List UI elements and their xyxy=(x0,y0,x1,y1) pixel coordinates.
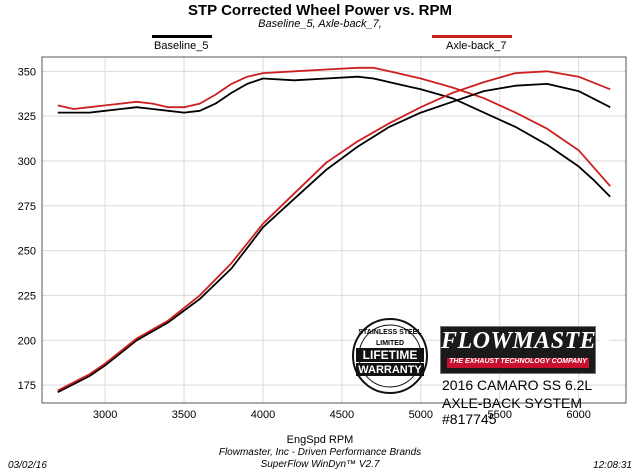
y-tick-label: 325 xyxy=(18,111,36,123)
flowmaster-tagline: THE EXHAUST TECHNOLOGY COMPANY xyxy=(449,358,587,365)
model-line-1: 2016 CAMARO SS 6.2L xyxy=(442,377,593,393)
seal-line1: LIMITED xyxy=(376,340,404,347)
y-tick-label: 200 xyxy=(18,335,36,347)
y-tick-label: 350 xyxy=(18,66,36,78)
series-line-axle-back-7-lower xyxy=(57,70,611,392)
y-tick-label: 225 xyxy=(18,290,36,302)
x-tick-label: 5500 xyxy=(487,409,511,421)
footer-time: 12:08:31 xyxy=(593,460,632,471)
x-tick-label: 3000 xyxy=(93,409,117,421)
seal-line2: LIFETIME xyxy=(363,348,418,362)
legend-label-baseline: Baseline_5 xyxy=(154,40,209,52)
plot-frame xyxy=(41,56,627,404)
seal-top-text: STAINLESS STEEL xyxy=(358,329,422,336)
y-tick-label: 275 xyxy=(18,201,36,213)
x-tick-label: 6000 xyxy=(566,409,590,421)
y-tick-label: 250 xyxy=(18,246,36,258)
legend-label-axleback: Axle-back_7 xyxy=(446,40,507,52)
footer-company: Flowmaster, Inc - Driven Performance Bra… xyxy=(218,447,422,458)
series-line-baseline-5-lower xyxy=(57,83,611,394)
flowmaster-logo: FLOWMASTER THE EXHAUST TECHNOLOGY COMPAN… xyxy=(440,326,613,374)
legend-line-baseline xyxy=(152,35,212,38)
flowmaster-tag-band: THE EXHAUST TECHNOLOGY COMPANY xyxy=(447,358,589,368)
x-tick-label: 5000 xyxy=(409,409,433,421)
x-tick-label: 3500 xyxy=(172,409,196,421)
y-tick-label: 300 xyxy=(18,156,36,168)
chart-title: STP Corrected Wheel Power vs. RPM xyxy=(188,2,452,19)
flowmaster-logo-text: FLOWMASTER xyxy=(441,328,613,354)
y-tick-label: 175 xyxy=(18,380,36,392)
seal-line3: WARRANTY xyxy=(358,364,422,376)
chart-subtitle: Baseline_5, Axle-back_7, xyxy=(258,18,382,30)
footer-date: 03/02/16 xyxy=(8,460,47,471)
series-line-axle-back-7-upper xyxy=(57,66,611,187)
lifetime-warranty-seal: STAINLESS STEEL LIMITED LIFETIME WARRANT… xyxy=(352,318,428,394)
model-line-2: AXLE-BACK SYSTEM #817745 xyxy=(442,395,583,427)
footer-software: SuperFlow WinDyn™ V2.7 xyxy=(260,459,380,470)
x-axis-label: EngSpd RPM xyxy=(287,434,354,446)
legend-line-axleback xyxy=(432,35,512,38)
x-tick-label: 4000 xyxy=(251,409,275,421)
x-tick-label: 4500 xyxy=(330,409,354,421)
series-line-baseline-5-upper xyxy=(57,75,611,198)
